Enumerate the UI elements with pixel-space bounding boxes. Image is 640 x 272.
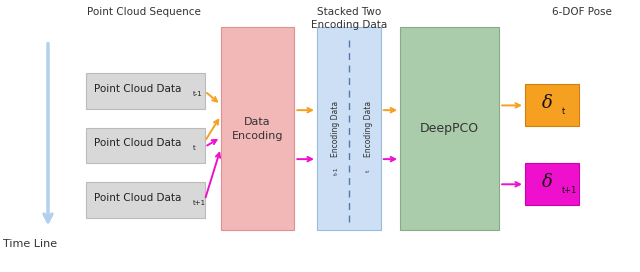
FancyBboxPatch shape: [525, 84, 579, 126]
Text: Time Line: Time Line: [3, 239, 58, 249]
Text: t: t: [365, 169, 371, 172]
FancyBboxPatch shape: [317, 27, 381, 230]
FancyBboxPatch shape: [400, 27, 499, 230]
Text: Point Cloud Data: Point Cloud Data: [94, 84, 182, 94]
Text: 6-DOF Pose: 6-DOF Pose: [552, 7, 612, 17]
FancyBboxPatch shape: [86, 128, 205, 163]
Text: t: t: [193, 145, 196, 151]
FancyBboxPatch shape: [86, 73, 205, 109]
Text: Point Cloud Data: Point Cloud Data: [94, 193, 182, 203]
Text: δ: δ: [541, 94, 552, 112]
Text: t: t: [563, 107, 566, 116]
Text: Point Cloud Data: Point Cloud Data: [94, 138, 182, 148]
Text: t-1: t-1: [193, 91, 203, 97]
Text: Encoding Data: Encoding Data: [364, 100, 372, 157]
Text: δ: δ: [541, 172, 552, 191]
FancyBboxPatch shape: [525, 163, 579, 205]
Text: DeepPCO: DeepPCO: [420, 122, 479, 135]
FancyBboxPatch shape: [86, 182, 205, 218]
Text: t-1: t-1: [333, 166, 339, 175]
Text: t+1: t+1: [193, 200, 206, 206]
Text: Data
Encoding: Data Encoding: [232, 116, 284, 141]
Text: Stacked Two
Encoding Data: Stacked Two Encoding Data: [310, 7, 387, 30]
Text: t+1: t+1: [563, 186, 578, 195]
Text: Point Cloud Sequence: Point Cloud Sequence: [87, 7, 201, 17]
FancyBboxPatch shape: [221, 27, 294, 230]
Text: Encoding Data: Encoding Data: [332, 100, 340, 157]
